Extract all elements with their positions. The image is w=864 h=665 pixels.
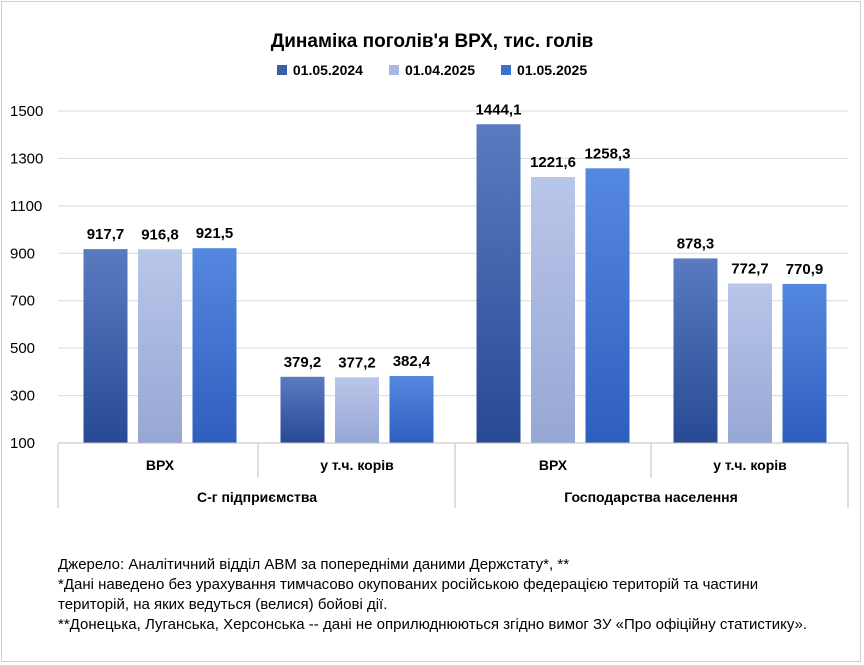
source-note: Джерело: Аналітичний відділ АВМ за попер…: [58, 556, 570, 573]
footnote-1: *Дані наведено без урахування тимчасово …: [58, 576, 759, 593]
legend-label-series-3: 01.05.2025: [517, 62, 588, 78]
bar: [728, 283, 772, 443]
y-tick-label: 1300: [10, 150, 43, 167]
x-tick-label: у т.ч. корів: [320, 457, 394, 473]
bar: [585, 168, 630, 443]
data-label: 878,3: [677, 235, 715, 252]
y-tick-label: 1500: [10, 103, 43, 120]
footnotes: Джерело: Аналітичний відділ АВМ за попер…: [58, 555, 848, 635]
legend-swatch-series-1: [276, 65, 287, 75]
group-label: С-г підприємства: [197, 489, 317, 505]
bar: [280, 376, 325, 443]
data-label: 377,2: [338, 354, 376, 371]
x-tick-label: ВРХ: [146, 457, 175, 473]
y-tick-label: 700: [10, 293, 35, 310]
bar: [782, 283, 827, 443]
legend-swatch-series-3: [501, 65, 512, 75]
chart-title: Динаміка поголів'я ВРХ, тис. голів: [270, 31, 594, 52]
legend-swatch-series-2: [388, 65, 399, 75]
data-label: 379,2: [284, 354, 322, 371]
bar: [192, 248, 237, 443]
bar: [476, 124, 521, 443]
y-tick-label: 300: [10, 388, 35, 405]
x-tick-label: ВРХ: [539, 457, 568, 473]
bar: [389, 376, 434, 443]
data-label: 1258,3: [585, 145, 631, 162]
data-label: 1221,6: [530, 154, 576, 171]
data-label: 917,7: [87, 226, 125, 243]
footnote-2: **Донецька, Луганська, Херсонська -- дан…: [58, 616, 808, 633]
data-label: 916,8: [141, 226, 179, 243]
legend-label-series-2: 01.04.2025: [404, 62, 476, 78]
legend-item-series-3: 01.05.2025: [501, 62, 587, 78]
bar: [335, 377, 379, 443]
legend-label-series-1: 01.05.2024: [292, 62, 363, 78]
legend-item-series-2: 01.04.2025: [388, 62, 476, 78]
y-tick-label: 100: [10, 435, 35, 452]
data-label: 772,7: [731, 260, 769, 277]
y-tick-label: 500: [10, 340, 35, 357]
data-label: 770,9: [786, 261, 824, 278]
y-tick-label: 900: [10, 245, 35, 262]
data-label: 1444,1: [476, 101, 522, 118]
bar: [138, 249, 182, 443]
bar: [83, 249, 128, 443]
group-label: Господарства населення: [564, 489, 738, 505]
bar-chart: 917,7 379,2 1444,1 878,3 916,8 377,2 1221,6 772…: [10, 101, 849, 508]
legend-item-series-1: 01.05.2024: [276, 62, 363, 78]
bar: [673, 258, 718, 443]
legend: 01.05.2024 01.04.2025 01.05.2025: [0, 62, 864, 78]
y-tick-label: 1100: [10, 198, 42, 215]
x-tick-label: у т.ч. корів: [713, 457, 787, 473]
data-label: 382,4: [393, 353, 431, 370]
bar: [531, 177, 575, 443]
data-label: 921,5: [196, 225, 234, 242]
footnote-1-continued: територій, на яких ведуться (велися) бой…: [58, 596, 388, 613]
